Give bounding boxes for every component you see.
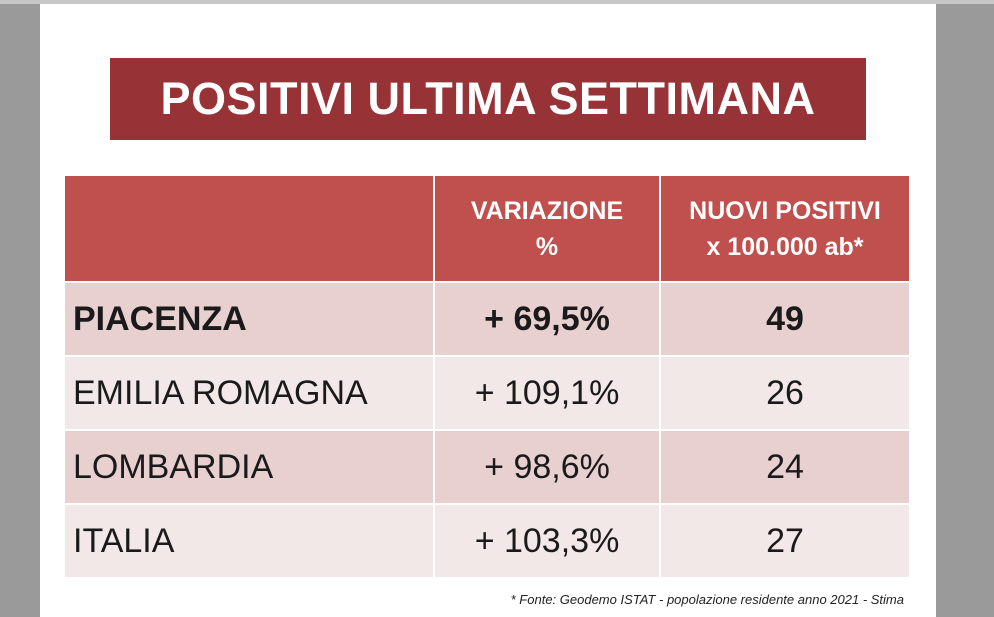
top-strip bbox=[0, 0, 994, 4]
header-cell-new-positives: NUOVI POSITIVI x 100.000 ab* bbox=[659, 174, 911, 283]
table-row: LOMBARDIA + 98,6% 24 bbox=[63, 429, 911, 505]
header-cell-empty bbox=[63, 174, 435, 283]
header-cell-variation: VARIAZIONE % bbox=[433, 174, 661, 283]
source-footnote: * Fonte: Geodemo ISTAT - popolazione res… bbox=[510, 592, 904, 607]
table-row: ITALIA + 103,3% 27 bbox=[63, 503, 911, 579]
table-row: PIACENZA + 69,5% 49 bbox=[63, 281, 911, 357]
new-positives-cell: 24 bbox=[659, 429, 911, 505]
region-cell: EMILIA ROMAGNA bbox=[63, 355, 435, 431]
slide: POSITIVI ULTIMA SETTIMANA VARIAZIONE % N… bbox=[40, 4, 936, 617]
table-row: EMILIA ROMAGNA + 109,1% 26 bbox=[63, 355, 911, 431]
variation-cell: + 103,3% bbox=[433, 503, 661, 579]
new-positives-cell: 26 bbox=[659, 355, 911, 431]
region-cell: LOMBARDIA bbox=[63, 429, 435, 505]
new-positives-cell: 27 bbox=[659, 503, 911, 579]
variation-cell: + 69,5% bbox=[433, 281, 661, 357]
region-cell: ITALIA bbox=[63, 503, 435, 579]
slide-title: POSITIVI ULTIMA SETTIMANA bbox=[110, 58, 866, 140]
table-header-row: VARIAZIONE % NUOVI POSITIVI x 100.000 ab… bbox=[63, 174, 911, 283]
variation-cell: + 98,6% bbox=[433, 429, 661, 505]
new-positives-cell: 49 bbox=[659, 281, 911, 357]
variation-cell: + 109,1% bbox=[433, 355, 661, 431]
data-table: VARIAZIONE % NUOVI POSITIVI x 100.000 ab… bbox=[63, 174, 911, 579]
region-cell: PIACENZA bbox=[63, 281, 435, 357]
